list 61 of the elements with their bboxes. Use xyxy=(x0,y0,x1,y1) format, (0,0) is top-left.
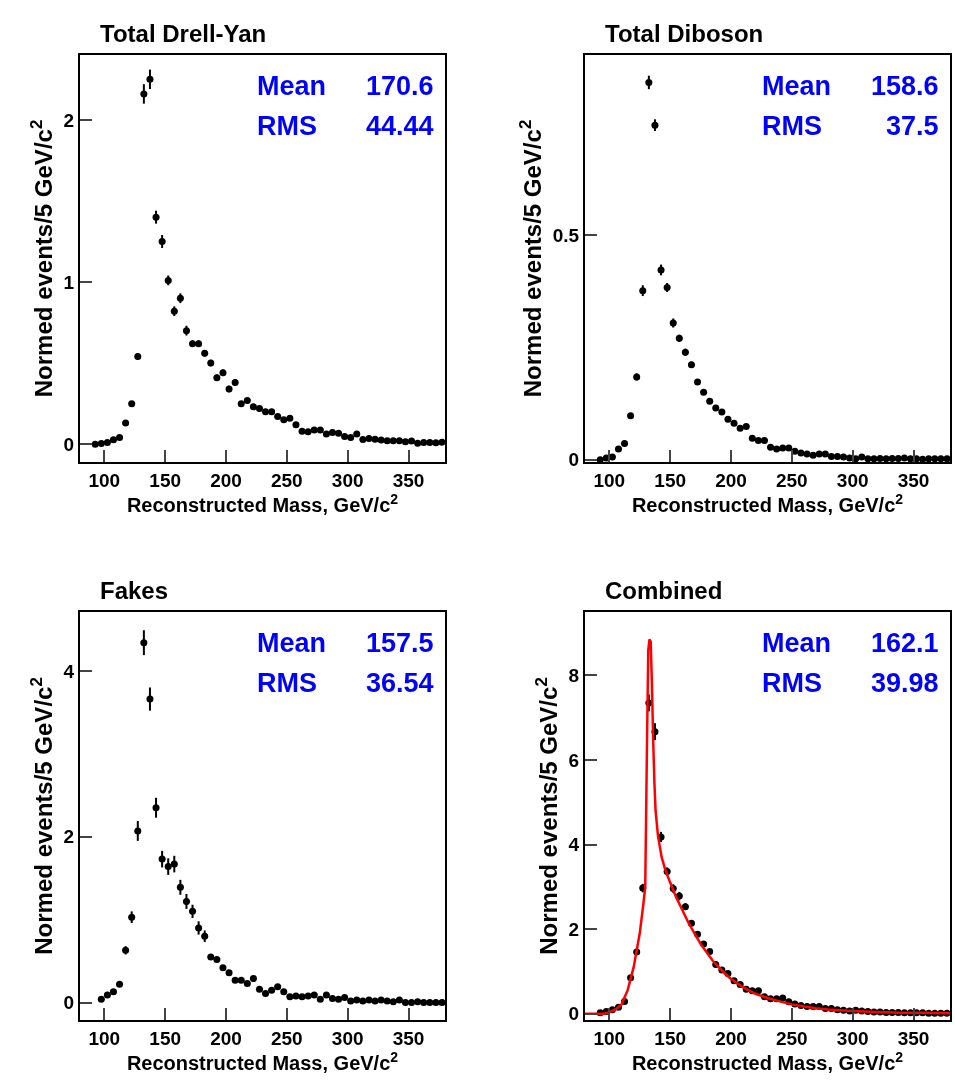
annotation: 36.54 xyxy=(366,668,434,698)
x-tick-label: 100 xyxy=(593,469,626,491)
annotation: Mean xyxy=(762,628,832,658)
y-tick-label: 0 xyxy=(63,992,75,1014)
chart-title: Fakes xyxy=(100,577,169,604)
x-tick-label: 200 xyxy=(210,1027,242,1049)
y-tick-label: 1 xyxy=(63,271,75,293)
chart-title: Total Diboson xyxy=(605,20,764,47)
x-axis-title: Reconstructed Mass, GeV/c$^{2}$ xyxy=(631,1048,904,1075)
y-tick-label: 2 xyxy=(568,918,580,940)
annotation: RMS xyxy=(762,668,822,698)
annotation: 37.5 xyxy=(886,111,939,141)
x-tick-label: 350 xyxy=(392,469,425,491)
x-axis-title: Reconstructed Mass, GeV/c$^{2}$ xyxy=(126,1048,399,1075)
annotation: 39.98 xyxy=(871,668,939,698)
x-tick-label: 250 xyxy=(775,1027,808,1049)
x-tick-label: 200 xyxy=(715,469,747,491)
x-tick-label: 150 xyxy=(654,1027,687,1049)
x-tick-label: 100 xyxy=(88,469,121,491)
annotation: RMS xyxy=(257,668,317,698)
y-tick-label: 0 xyxy=(63,433,75,455)
x-tick-label: 100 xyxy=(593,1027,626,1049)
annotation: Mean xyxy=(257,628,327,658)
x-tick-label: 350 xyxy=(897,469,930,491)
annotation: 158.6 xyxy=(871,71,939,101)
annotation: Mean xyxy=(257,71,327,101)
x-tick-label: 350 xyxy=(392,1027,425,1049)
annotation: Mean xyxy=(762,71,832,101)
x-tick-label: 150 xyxy=(149,469,182,491)
y-tick-label: 2 xyxy=(63,109,75,131)
chart-title: Combined xyxy=(605,577,723,604)
y-tick-label: 6 xyxy=(568,749,580,771)
x-tick-label: 300 xyxy=(836,469,869,491)
x-tick-label: 200 xyxy=(210,469,242,491)
y-tick-label: 8 xyxy=(568,665,580,687)
annotation: RMS xyxy=(762,111,822,141)
y-tick-label: 0.5 xyxy=(552,224,580,246)
x-tick-label: 300 xyxy=(836,1027,869,1049)
annotation: 44.44 xyxy=(366,111,434,141)
annotation: 157.5 xyxy=(366,628,434,658)
x-tick-label: 250 xyxy=(270,1027,303,1049)
y-tick-label: 0 xyxy=(568,449,580,471)
y-tick-label: 4 xyxy=(568,834,580,856)
x-tick-label: 250 xyxy=(270,469,303,491)
x-tick-label: 250 xyxy=(775,469,808,491)
x-tick-label: 300 xyxy=(331,1027,364,1049)
x-axis-title: Reconstructed Mass, GeV/c$^{2}$ xyxy=(631,490,904,517)
x-tick-label: 300 xyxy=(331,469,364,491)
y-tick-label: 0 xyxy=(568,1003,580,1025)
y-tick-label: 2 xyxy=(63,826,75,848)
y-tick-label: 4 xyxy=(63,660,75,682)
annotation: 162.1 xyxy=(871,628,939,658)
x-tick-label: 350 xyxy=(897,1027,930,1049)
x-tick-label: 100 xyxy=(88,1027,121,1049)
annotation: 170.6 xyxy=(366,71,434,101)
x-tick-label: 150 xyxy=(149,1027,182,1049)
annotation: RMS xyxy=(257,111,317,141)
chart-title: Total Drell-Yan xyxy=(100,20,267,47)
x-tick-label: 150 xyxy=(654,469,687,491)
x-tick-label: 200 xyxy=(715,1027,747,1049)
x-axis-title: Reconstructed Mass, GeV/c$^{2}$ xyxy=(126,490,399,517)
